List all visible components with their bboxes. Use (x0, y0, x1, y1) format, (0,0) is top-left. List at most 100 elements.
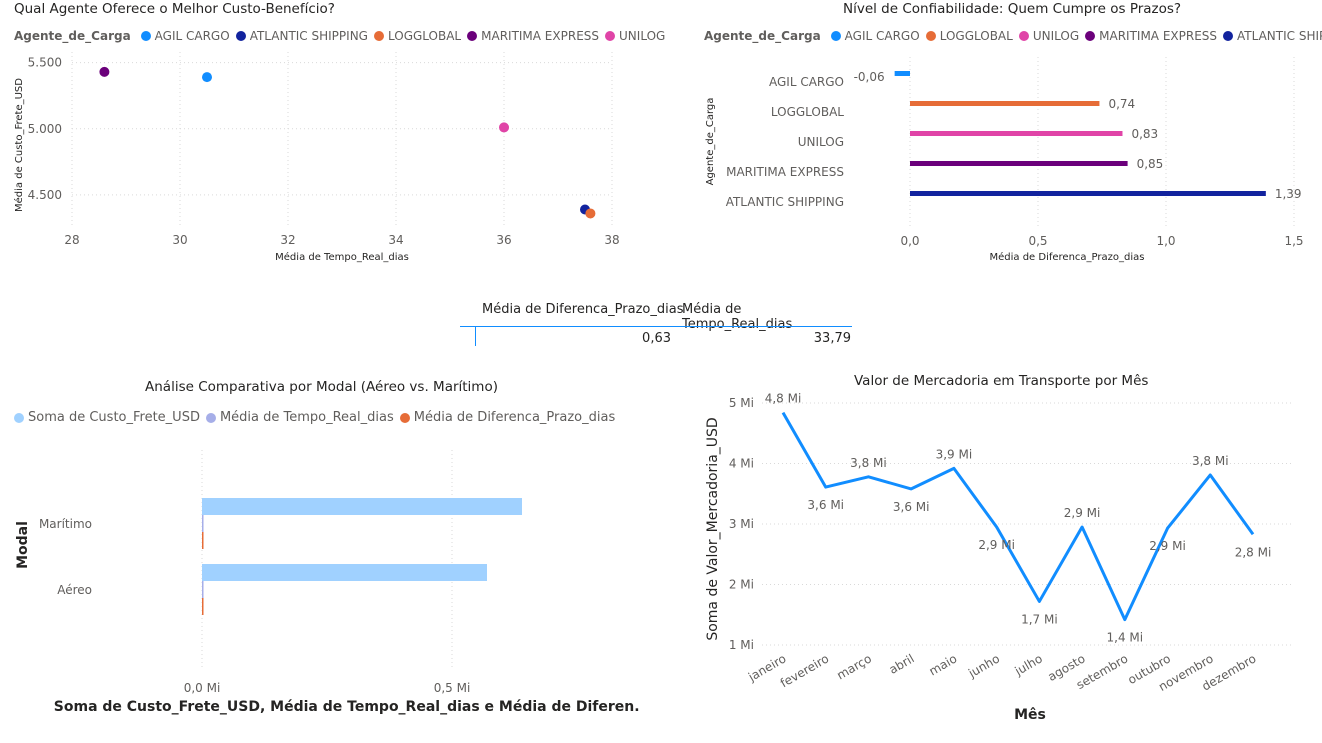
reliability-x-tick: 1,0 (1156, 234, 1175, 248)
line-y-tick: 1 Mi (729, 638, 754, 652)
reliability-data-label: 0,85 (1137, 157, 1164, 171)
line-data-label: 1,4 Mi (1107, 631, 1144, 645)
table-cell-tempo: 33,79 (813, 331, 851, 346)
modal-x-tick: 0,5 Mi (434, 681, 471, 695)
scatter-visual[interactable]: Qual Agente Oferece o Melhor Custo-Benef… (0, 0, 665, 275)
line-x-tick: março (834, 651, 874, 682)
modal-x-axis-label: Soma de Custo_Frete_USD, Média de Tempo_… (54, 699, 640, 715)
reliability-category-label: LOGGLOBAL (771, 105, 844, 119)
scatter-legend-item[interactable]: MARITIMA EXPRESS (467, 29, 599, 43)
line-y-tick: 2 Mi (729, 578, 754, 592)
modal-bar (202, 498, 522, 515)
table-header-divider (460, 326, 852, 327)
reliability-category-label: MARITIMA EXPRESS (726, 165, 844, 179)
modal-legend-item[interactable]: Soma de Custo_Frete_USD (14, 410, 200, 425)
reliability-legend-item[interactable]: ATLANTIC SHIPPING (1223, 29, 1322, 43)
modal-legend-item[interactable]: Média de Tempo_Real_dias (205, 410, 394, 425)
table-row-marker (475, 327, 476, 346)
modal-legend-marker (399, 412, 410, 423)
reliability-legend-item[interactable]: MARITIMA EXPRESS (1085, 29, 1217, 43)
line-x-tick: julho (1012, 651, 1045, 678)
line-data-label: 2,9 Mi (1149, 539, 1186, 553)
modal-y-axis-label: Modal (15, 521, 31, 569)
scatter-legend-label: LOGGLOBAL (387, 29, 462, 43)
scatter-point (499, 122, 509, 133)
reliability-category-label: UNILOG (798, 135, 844, 149)
modal-legend: Soma de Custo_Frete_USD Média de Tempo_Re… (14, 410, 621, 425)
modal-bar (202, 532, 204, 549)
reliability-legend-item[interactable]: UNILOG (1018, 29, 1079, 43)
modal-visual[interactable]: Análise Comparativa por Modal (Aéreo vs.… (0, 370, 640, 743)
scatter-x-axis-label: Média de Tempo_Real_dias (275, 251, 409, 263)
line-data-label: 1,7 Mi (1021, 612, 1058, 626)
line-y-tick: 5 Mi (729, 396, 754, 410)
line-y-tick: 3 Mi (729, 517, 754, 531)
scatter-x-tick: 34 (388, 233, 403, 247)
reliability-data-label: -0,06 (854, 70, 885, 84)
table-header-diferenca: Média de Diferenca_Prazo_dias (482, 302, 684, 317)
reliability-legend-label: AGIL CARGO (844, 29, 920, 43)
scatter-legend-item[interactable]: ATLANTIC SHIPPING (235, 29, 368, 43)
scatter-legend-label: ATLANTIC SHIPPING (249, 29, 368, 43)
line-y-axis-label: Soma de Valor_Mercadoria_USD (705, 417, 721, 640)
modal-legend-item[interactable]: Média de Diferenca_Prazo_dias (399, 410, 616, 425)
line-data-label: 3,8 Mi (1192, 454, 1229, 468)
scatter-y-tick: 5.000 (28, 122, 62, 136)
reliability-bar (910, 161, 1128, 166)
line-x-tick: abril (887, 651, 917, 676)
scatter-point (202, 72, 212, 83)
scatter-x-tick: 28 (64, 233, 79, 247)
scatter-legend-item[interactable]: AGIL CARGO (140, 29, 230, 43)
scatter-x-tick: 30 (172, 233, 187, 247)
reliability-bar (894, 71, 910, 76)
modal-bar (202, 515, 204, 532)
line-data-label: 2,9 Mi (1064, 506, 1101, 520)
reliability-legend-item[interactable]: AGIL CARGO (830, 29, 920, 43)
scatter-x-tick: 36 (496, 233, 511, 247)
scatter-legend-marker (235, 31, 246, 41)
modal-category-label: Marítimo (39, 517, 92, 531)
reliability-bar (910, 131, 1123, 136)
scatter-legend-marker (373, 31, 384, 41)
scatter-plot: 28 30 32 34 36 38 4.500 5.000 5.500 Média de Temp… (13, 52, 620, 263)
summary-table[interactable]: Média de Diferenca_Prazo_dias Média de T… (460, 296, 852, 356)
scatter-legend-item[interactable]: UNILOG (605, 29, 665, 43)
scatter-x-tick: 32 (280, 233, 295, 247)
modal-legend-label: Média de Diferenca_Prazo_dias (413, 410, 616, 425)
scatter-y-tick: 4.500 (28, 188, 62, 202)
scatter-title: Qual Agente Oferece o Melhor Custo-Benef… (14, 1, 335, 17)
scatter-legend-label: AGIL CARGO (154, 29, 230, 43)
scatter-y-tick: 5.500 (28, 56, 62, 70)
table-cell-diferenca: 0,63 (642, 331, 671, 346)
modal-legend-marker (205, 412, 216, 423)
reliability-x-tick: 1,5 (1284, 234, 1303, 248)
line-x-tick: maio (927, 651, 960, 678)
monthly-visual[interactable]: Valor de Mercadoria em Transporte por Mê… (660, 370, 1322, 743)
reliability-legend-marker (830, 31, 841, 41)
reliability-x-axis-label: Média de Diferenca_Prazo_dias (990, 251, 1145, 263)
line-data-label: 4,8 Mi (765, 392, 802, 406)
modal-x-tick: 0,0 Mi (184, 681, 221, 695)
scatter-legend-item[interactable]: LOGGLOBAL (373, 29, 462, 43)
table-header-tempo: Média de Tempo_Real_dias (682, 302, 793, 332)
modal-plot: 0,0 Mi 0,5 Mi Soma de Custo_Frete_USD, Méd… (15, 450, 640, 715)
reliability-legend-item[interactable]: LOGGLOBAL (925, 29, 1013, 43)
reliability-legend-marker (925, 31, 936, 41)
scatter-legend-marker (605, 31, 616, 41)
modal-title: Análise Comparativa por Modal (Aéreo vs.… (145, 379, 498, 395)
modal-bar (202, 581, 204, 598)
line-series-path (781, 411, 1255, 622)
reliability-legend-label: LOGGLOBAL (939, 29, 1013, 43)
line-x-tick: fevereiro (778, 651, 831, 690)
scatter-x-tick: 38 (604, 233, 619, 247)
line-data-label: 3,9 Mi (936, 447, 973, 461)
line-data-label: 3,6 Mi (807, 498, 844, 512)
reliability-data-label: 0,74 (1108, 97, 1135, 111)
reliability-x-tick: 0,0 (900, 234, 919, 248)
reliability-y-axis-label: Agente_de_Carga (705, 98, 716, 186)
reliability-visual[interactable]: Nível de Confiabilidade: Quem Cumpre os … (660, 0, 1322, 275)
monthly-title: Valor de Mercadoria em Transporte por Mê… (854, 373, 1149, 389)
reliability-legend-marker (1223, 31, 1234, 41)
scatter-y-axis-label: Média de Custo_Frete_USD (13, 78, 25, 212)
